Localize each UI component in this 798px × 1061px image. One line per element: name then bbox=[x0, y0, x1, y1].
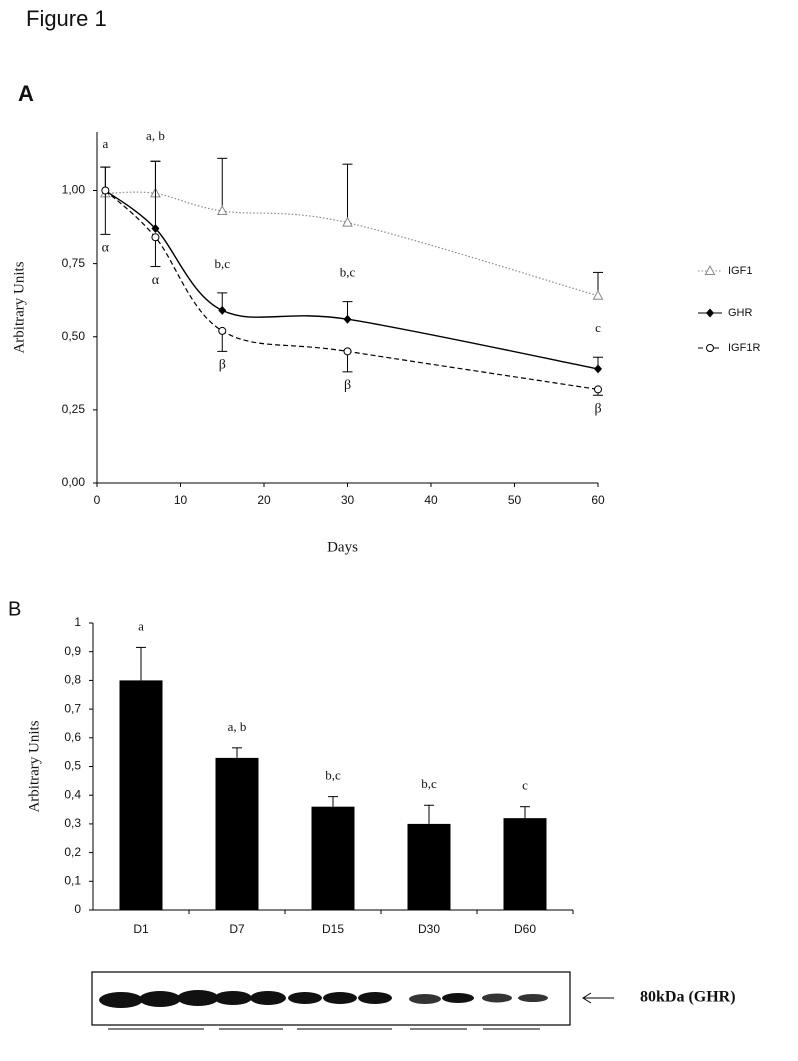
x-axis-label: Days bbox=[327, 539, 358, 555]
annotation: β bbox=[594, 401, 601, 416]
y-tick-label: 0 bbox=[74, 902, 81, 916]
x-tick-label: 10 bbox=[174, 493, 188, 507]
panel-label: A bbox=[18, 81, 34, 106]
x-tick-label: D30 bbox=[418, 922, 440, 936]
marker bbox=[101, 186, 110, 195]
marker bbox=[706, 308, 714, 318]
y-tick-label: 0,3 bbox=[64, 816, 81, 830]
x-tick-label: 60 bbox=[591, 493, 605, 507]
line bbox=[104, 190, 599, 390]
y-tick-label: 0,8 bbox=[64, 673, 81, 687]
legend-label: IGF1 bbox=[728, 265, 752, 277]
marker bbox=[704, 264, 716, 275]
legend-label: IGF1R bbox=[728, 342, 760, 354]
x-tick-label: D1 bbox=[133, 922, 149, 936]
y-tick-label: 1 bbox=[74, 615, 81, 629]
y-tick-label: 0,2 bbox=[64, 845, 81, 859]
line bbox=[105, 191, 599, 297]
x-tick-label: D7 bbox=[229, 922, 245, 936]
bar bbox=[503, 818, 547, 910]
legend-label: GHR bbox=[728, 307, 753, 319]
y-tick-label: 0,6 bbox=[64, 730, 81, 744]
x-tick-label: D15 bbox=[322, 922, 344, 936]
y-tick-label: 0,50 bbox=[62, 329, 86, 343]
annotation: a bbox=[102, 136, 108, 151]
marker bbox=[706, 344, 714, 352]
y-tick-label: 0,1 bbox=[64, 873, 81, 887]
x-tick-label: 40 bbox=[424, 493, 438, 507]
annotation: a, b bbox=[146, 128, 165, 143]
bar bbox=[311, 806, 355, 910]
marker bbox=[218, 305, 227, 315]
annotation: α bbox=[102, 241, 110, 256]
marker bbox=[342, 216, 353, 227]
annotation: β bbox=[219, 358, 226, 373]
y-tick-label: 0,7 bbox=[64, 701, 81, 715]
y-tick-label: 0,25 bbox=[62, 402, 86, 416]
annotation: b,c bbox=[421, 776, 437, 791]
x-tick-label: D60 bbox=[514, 922, 536, 936]
annotation: c bbox=[522, 778, 528, 793]
line bbox=[104, 189, 599, 370]
marker bbox=[592, 289, 604, 300]
marker bbox=[151, 233, 160, 242]
marker bbox=[218, 326, 227, 335]
bar bbox=[215, 757, 259, 910]
annotation: β bbox=[344, 378, 351, 393]
marker bbox=[594, 364, 602, 374]
x-tick-label: 20 bbox=[257, 493, 271, 507]
y-tick-label: 0,5 bbox=[64, 759, 81, 773]
annotation: b,c bbox=[325, 768, 341, 783]
annotation: a, b bbox=[228, 719, 247, 734]
marker bbox=[216, 204, 228, 215]
annotation: b,c bbox=[340, 265, 356, 280]
x-tick-label: 30 bbox=[341, 493, 355, 507]
x-tick-label: 50 bbox=[508, 493, 522, 507]
x-tick-label: 0 bbox=[94, 493, 101, 507]
marker bbox=[343, 347, 352, 356]
annotation: b,c bbox=[214, 256, 230, 271]
figure-title: Figure 1 bbox=[26, 6, 107, 31]
western-blot bbox=[91, 971, 614, 1030]
y-tick-label: 0,4 bbox=[64, 787, 81, 801]
y-axis-label: Arbitrary Units bbox=[26, 720, 42, 812]
bar bbox=[119, 680, 163, 910]
y-tick-label: 0,9 bbox=[64, 644, 81, 658]
y-axis-label: Arbitrary Units bbox=[11, 261, 27, 353]
annotation: c bbox=[595, 320, 601, 335]
marker bbox=[594, 385, 602, 394]
y-tick-label: 0,00 bbox=[62, 475, 86, 489]
marker bbox=[151, 224, 160, 234]
annotation: a bbox=[138, 618, 144, 633]
bar bbox=[407, 823, 451, 910]
panel-label: B bbox=[8, 598, 21, 620]
annotation: α bbox=[152, 273, 160, 288]
y-tick-label: 1,00 bbox=[62, 183, 86, 197]
marker bbox=[343, 314, 352, 324]
blot-label: 80kDa (GHR) bbox=[640, 989, 736, 1006]
y-tick-label: 0,75 bbox=[62, 256, 86, 270]
